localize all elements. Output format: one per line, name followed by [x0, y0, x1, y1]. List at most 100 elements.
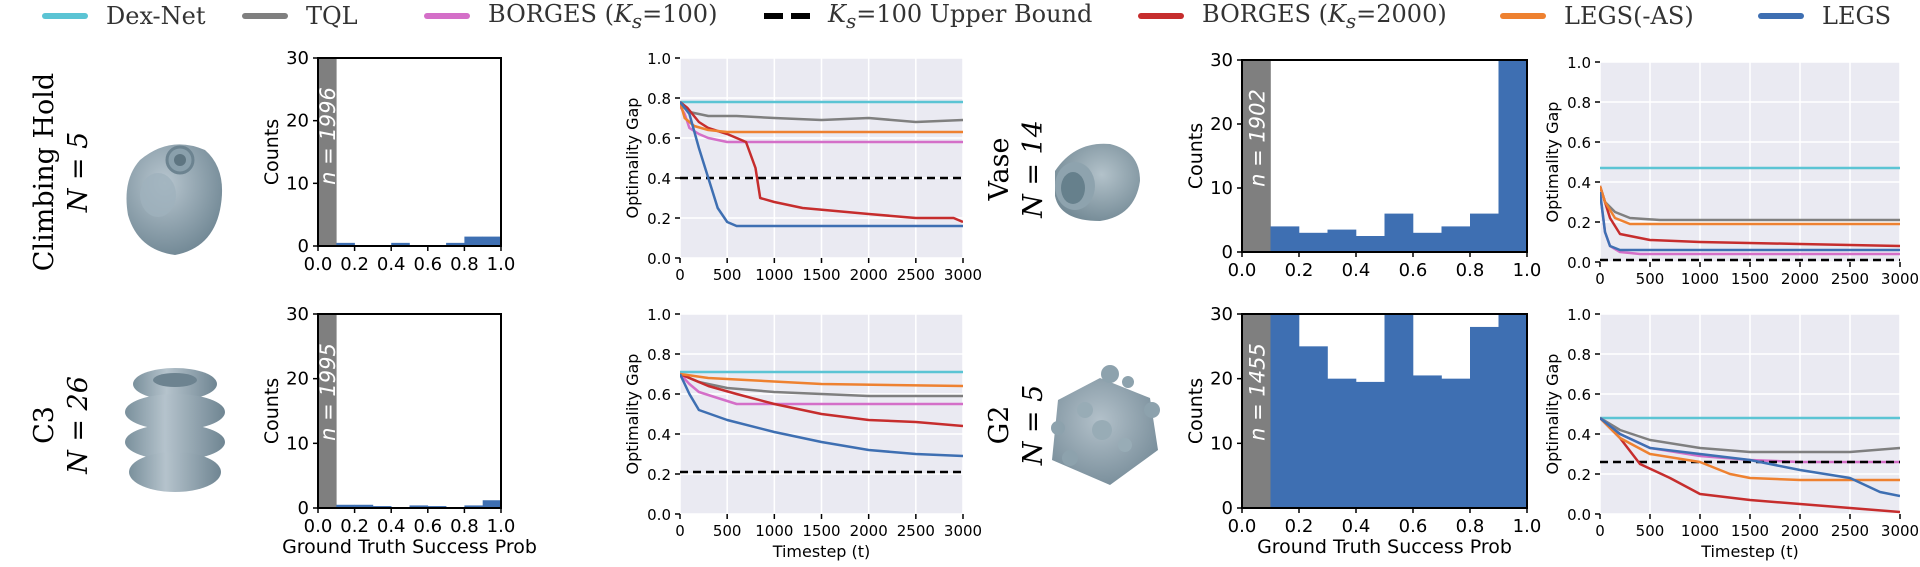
- series: [680, 100, 963, 228]
- x-tick-label: 1.0: [1513, 260, 1542, 281]
- object-n: N = 26: [63, 376, 94, 474]
- row-label-climbing-hold: Climbing Hold N = 5: [28, 72, 96, 272]
- bar-8: [1470, 326, 1499, 508]
- y-axis-label: Counts: [261, 119, 283, 185]
- y-tick-label: 1.0: [1567, 306, 1591, 324]
- y-tick-label: 0.8: [1567, 346, 1591, 364]
- y-tick-label: 0.4: [647, 170, 671, 188]
- legend-swatch-tql: [242, 13, 288, 19]
- x-tick-label: 1500: [1731, 270, 1769, 288]
- x-tick-label: 2000: [850, 522, 888, 540]
- x-tick-label: 0: [675, 522, 685, 540]
- climbing-hold-render: [126, 144, 223, 255]
- x-tick-label: 2000: [1781, 270, 1819, 288]
- y-tick-label: 0.6: [1567, 134, 1591, 152]
- legend-item-legs: LEGS: [1758, 2, 1891, 30]
- bar-4: [1356, 236, 1385, 252]
- bar-annotation: n = 1996: [316, 87, 340, 185]
- bar-0: [318, 58, 337, 246]
- x-tick-label: 0.4: [377, 516, 406, 537]
- legend-swatch-upper-bound: [764, 13, 810, 19]
- x-tick-label: 2000: [850, 266, 888, 284]
- bar-6: [1413, 232, 1442, 252]
- x-tick-label: 3000: [1881, 270, 1919, 288]
- legend-label-borges2000: BORGES (Ks=2000): [1202, 0, 1447, 33]
- x-tick-label: 0: [1595, 522, 1605, 540]
- bar-4: [1356, 381, 1385, 508]
- series-line-borges-k-s-2000: [680, 372, 963, 428]
- series-line-borges-k-s-2000: [1600, 417, 1900, 514]
- bar-9: [1498, 60, 1527, 252]
- x-tick-label: 0.2: [340, 254, 369, 275]
- y-tick-label: 0.0: [647, 250, 671, 268]
- x-tick-label: 1000: [1681, 522, 1719, 540]
- bar-7: [446, 242, 465, 246]
- bar-0: [1242, 314, 1271, 508]
- y-tick-label: 0: [298, 498, 309, 519]
- object-name: C3: [29, 406, 60, 444]
- bar-3: [1327, 229, 1357, 252]
- bar-4: [391, 242, 410, 246]
- y-tick-label: 10: [1210, 433, 1233, 454]
- bars: [318, 58, 501, 246]
- x-tick-label: 1000: [755, 522, 793, 540]
- bar-7: [1441, 378, 1471, 508]
- x-axis-label: Timestep (t): [772, 542, 871, 561]
- legend-swatch-borges100: [424, 13, 470, 19]
- optimality-gap-vase: 0 500 1000 1500 2000 2500 3000 0.0 0.2 0.4 0.6 0.8 1…: [1543, 54, 1919, 288]
- bar-5: [409, 505, 429, 508]
- y-tick-label: 0: [1222, 498, 1233, 519]
- legend-label-borges100: BORGES (Ks=100): [488, 0, 718, 33]
- legend-item-dexnet: Dex-Net: [42, 2, 206, 30]
- bar-5: [1384, 213, 1414, 252]
- series-line-legs: [1600, 191, 1900, 252]
- y-tick-label: 0.4: [1567, 174, 1591, 192]
- y-tick-label: 0.0: [1567, 254, 1591, 272]
- series-line-legs-as: [1600, 417, 1900, 482]
- x-tick-label: 3000: [1881, 522, 1919, 540]
- y-tick-label: 20: [286, 111, 309, 132]
- y-tick-label: 0.4: [647, 426, 671, 444]
- bar-0: [1242, 60, 1271, 252]
- x-tick-label: 0.0: [1228, 516, 1257, 537]
- legend-swatch-legs: [1758, 13, 1804, 19]
- plot-frame: [317, 57, 502, 247]
- x-tick-label: 0.8: [450, 516, 479, 537]
- x-tick-label: 500: [1636, 522, 1665, 540]
- x-tick-label: 3000: [944, 266, 982, 284]
- series-line-legs-as: [1600, 185, 1900, 226]
- legend-swatch-borges2000: [1138, 13, 1184, 19]
- bar-8: [1470, 213, 1499, 252]
- y-tick-label: 0.8: [1567, 94, 1591, 112]
- row-label-vase: Vase N = 14: [983, 69, 1051, 269]
- series: [1600, 166, 1900, 262]
- series-line-borges-k-s-2000: [1600, 185, 1900, 248]
- x-tick-label: 0.8: [1456, 260, 1485, 281]
- x-tick-label: 500: [713, 266, 742, 284]
- y-axis-label: Optimality Gap: [623, 98, 642, 219]
- series-line-legs: [680, 373, 963, 458]
- y-tick-label: 0.0: [1567, 506, 1591, 524]
- x-tick-label: 0.4: [1342, 260, 1371, 281]
- y-tick-label: 0.6: [647, 386, 671, 404]
- x-tick-label: 0: [1595, 270, 1605, 288]
- x-tick-label: 2500: [897, 266, 935, 284]
- bar-9: [1498, 314, 1527, 508]
- y-tick-label: 10: [1210, 178, 1233, 199]
- y-tick-label: 20: [1210, 114, 1233, 135]
- x-tick-label: 500: [713, 522, 742, 540]
- bar-1: [1270, 226, 1300, 252]
- histogram-vase: n = 1902 0.0 0.2 0.4 0.6 0.8 1.0 0 10 20 30 Counts: [1185, 50, 1542, 281]
- y-tick-label: 1.0: [647, 306, 671, 324]
- y-tick-label: 0: [1222, 242, 1233, 263]
- x-tick-label: 0.6: [1399, 516, 1428, 537]
- object-name: G2: [984, 405, 1015, 445]
- legend-swatch-dexnet: [42, 13, 88, 19]
- y-axis-label: Counts: [1185, 378, 1207, 444]
- legend: Dex-Net TQL BORGES (Ks=100) Ks=100 Upper…: [0, 0, 1920, 34]
- bar-6: [1413, 375, 1442, 508]
- y-axis-label: Counts: [1185, 123, 1207, 189]
- legend-item-borges2000: BORGES (Ks=2000): [1138, 0, 1447, 33]
- bars: [1242, 314, 1527, 508]
- y-axis-label: Optimality Gap: [623, 354, 642, 475]
